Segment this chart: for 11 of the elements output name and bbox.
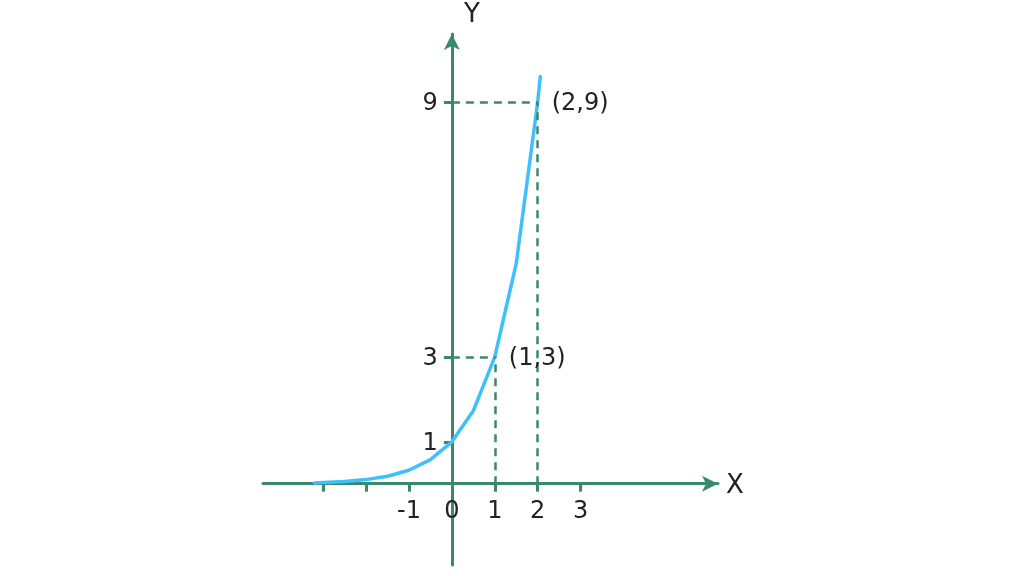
x-tick-label: 2 xyxy=(530,495,546,524)
y-tick-label: 1 xyxy=(422,427,438,456)
y-axis-title: Y xyxy=(462,0,480,28)
y-tick-label: 3 xyxy=(422,342,438,371)
annotation: (1,3) xyxy=(508,342,566,371)
x-tick-label: 1 xyxy=(487,495,503,524)
annotation: (2,9) xyxy=(551,87,609,116)
y-tick-label: 9 xyxy=(422,87,438,116)
x-tick-label: -1 xyxy=(396,495,421,524)
x-axis-title: X xyxy=(726,468,744,499)
x-tick-label: 3 xyxy=(573,495,589,524)
